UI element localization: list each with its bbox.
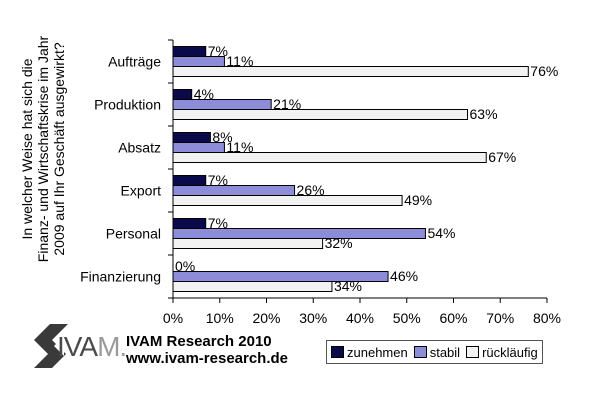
category-label: Produktion xyxy=(94,97,161,113)
category-label: Absatz xyxy=(118,140,161,156)
bar-rückläufig xyxy=(172,195,403,206)
legend-label-zunehmen: zunehmen xyxy=(347,344,408,360)
category-label: Export xyxy=(121,183,162,199)
bar-stabil xyxy=(172,99,272,110)
bar-zunehmen xyxy=(172,132,211,143)
y-axis-title-line: 2009 auf Ihr Geschäft ausgewirkt? xyxy=(51,42,67,255)
bar-stabil xyxy=(172,56,225,67)
category-label: Personal xyxy=(106,226,161,242)
bar-rückläufig xyxy=(172,66,529,77)
x-tick-label: 30% xyxy=(299,310,327,326)
y-axis-title-line: In welcher Weise hat sich die xyxy=(19,58,35,239)
data-label: 32% xyxy=(325,235,353,251)
legend-swatch-zunehmen xyxy=(331,346,344,358)
x-tick-label: 80% xyxy=(533,310,561,326)
x-tick-label: 50% xyxy=(393,310,421,326)
data-label: 67% xyxy=(488,149,516,165)
company-name: IVAM Research 2010 xyxy=(126,333,272,350)
y-axis-title: In welcher Weise hat sich dieFinanz- und… xyxy=(19,35,67,262)
category-label: Aufträge xyxy=(108,54,161,70)
data-label: 7% xyxy=(208,172,228,188)
data-label: 26% xyxy=(297,182,325,198)
data-label: 54% xyxy=(427,225,455,241)
ivam-logo-icon xyxy=(34,324,68,368)
y-axis-title-line: Finanz- und Wirtschaftskrise im Jahr xyxy=(35,35,51,262)
bar-rückläufig xyxy=(172,109,469,120)
bar-zunehmen xyxy=(172,46,207,57)
data-label: 7% xyxy=(208,43,228,59)
legend-swatch-stabil xyxy=(413,346,427,358)
bar-zunehmen xyxy=(172,218,207,229)
data-label: 46% xyxy=(390,268,418,284)
data-label: 0% xyxy=(175,258,195,274)
bar-stabil xyxy=(172,142,225,153)
legend-swatch-ruecklaeufig xyxy=(466,346,480,358)
bar-zunehmen xyxy=(172,89,193,100)
data-label: 11% xyxy=(226,139,253,155)
data-label: 63% xyxy=(470,106,498,122)
data-label: 21% xyxy=(273,96,301,112)
logo-mark-text: IVA xyxy=(57,331,98,362)
data-label: 11% xyxy=(226,53,253,69)
legend-item-zunehmen: zunehmen xyxy=(331,345,408,360)
company-url: www.ivam-research.de xyxy=(126,350,289,367)
data-label: 34% xyxy=(334,278,362,294)
legend-item-stabil: stabil xyxy=(413,344,461,360)
x-tick-label: 0% xyxy=(163,310,183,326)
data-label: 49% xyxy=(404,192,432,208)
bar-rückläufig xyxy=(172,238,324,249)
x-tick-label: 10% xyxy=(206,310,234,326)
logo-mark-end: M. xyxy=(97,331,127,362)
x-tick-label: 70% xyxy=(486,310,514,326)
legend-label-ruecklaeufig: rückläufig xyxy=(482,344,538,360)
x-tick-label: 40% xyxy=(346,310,374,326)
legend-item-ruecklaeufig: rückläufig xyxy=(466,345,538,360)
bar-stabil xyxy=(172,185,296,196)
data-label: 7% xyxy=(208,215,228,231)
bar-zunehmen xyxy=(172,175,207,186)
category-label: Finanzierung xyxy=(80,269,161,285)
company-info: IVAM Research 2010 www.ivam-research.de xyxy=(126,333,288,367)
x-tick-label: 20% xyxy=(252,310,280,326)
bar-rückläufig xyxy=(172,152,487,163)
bar-rückläufig xyxy=(172,281,333,292)
data-label: 8% xyxy=(212,129,232,145)
legend-label-stabil: stabil xyxy=(429,344,461,360)
logo-wordmark: IVAM. xyxy=(57,331,127,363)
x-tick-label: 60% xyxy=(439,310,467,326)
chart-legend: zunehmen stabil rückläufig xyxy=(326,340,543,364)
data-label: 4% xyxy=(194,86,214,102)
bar-stabil xyxy=(172,228,426,239)
data-label: 76% xyxy=(530,63,558,79)
